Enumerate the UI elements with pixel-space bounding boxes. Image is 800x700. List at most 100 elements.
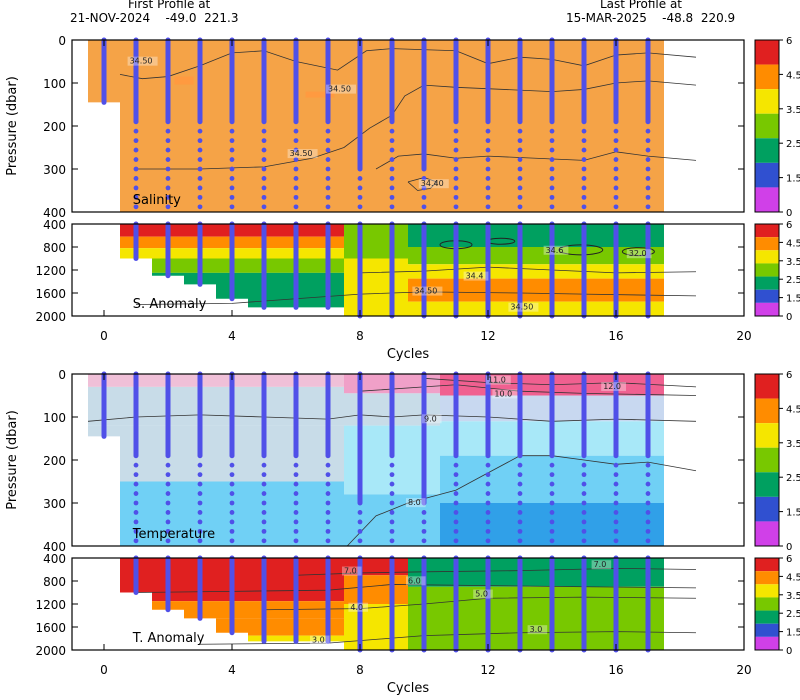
profile-dot — [325, 185, 331, 191]
x-tick-label: 20 — [736, 663, 751, 677]
profile-dot — [389, 510, 395, 515]
profile-dot — [261, 128, 267, 134]
profile-dot — [293, 157, 299, 162]
profile-dot — [581, 481, 587, 487]
contour-label: 11.0 — [488, 376, 506, 385]
profile-dot — [325, 462, 331, 468]
first-profile-info: 21-NOV-2024 -49.0 221.3 — [70, 11, 239, 25]
profile-dot — [133, 176, 139, 181]
colorbar-label: 4.5 — [786, 404, 800, 415]
panel-label: Temperature — [132, 527, 215, 542]
profile-dot — [613, 538, 619, 544]
contour-label-bg — [601, 382, 626, 392]
profile-dot — [229, 462, 235, 468]
profile-dot — [261, 147, 267, 153]
colorbar-label: 1.5 — [786, 508, 800, 519]
profile-dot — [389, 176, 395, 181]
colorbar-label: 3.5 — [786, 257, 800, 268]
profile-dot — [197, 538, 203, 544]
profile-dot — [325, 147, 331, 153]
colorbar — [754, 39, 783, 213]
profile-dot — [229, 185, 235, 191]
profile-dot — [325, 472, 331, 478]
y-tick-label: 300 — [43, 497, 66, 511]
contour-label: 10.0 — [494, 389, 512, 398]
contour-label: 8.0 — [408, 498, 421, 507]
profile-dot — [517, 204, 523, 210]
profile-dot — [389, 500, 395, 506]
profile-dot — [293, 472, 299, 478]
profile-dot — [293, 491, 299, 496]
profile-dot — [613, 157, 619, 162]
profile-dot — [261, 510, 267, 515]
profile-dot — [645, 194, 651, 200]
profile-dot — [165, 194, 171, 200]
profile-dot — [389, 472, 395, 478]
profile-dot — [549, 481, 555, 487]
profile-dot — [613, 519, 619, 525]
profile-dot — [165, 128, 171, 134]
profile-dot — [645, 500, 651, 506]
colorbar-label: 0 — [786, 208, 792, 219]
profile-dot — [325, 538, 331, 544]
profile-dot — [613, 481, 619, 487]
profile-dot — [325, 510, 331, 515]
temperature-contour — [87, 414, 697, 422]
profile-markers — [133, 221, 651, 319]
profile-dot — [549, 462, 555, 468]
profile-dot — [133, 481, 139, 487]
x-tick-label: 16 — [608, 663, 623, 677]
profile-dot — [165, 538, 171, 544]
x-tick-label: 0 — [100, 663, 108, 677]
profile-dot — [613, 138, 619, 144]
profile-dot — [389, 185, 395, 191]
profile-dot — [581, 519, 587, 525]
profile-dot — [261, 138, 267, 144]
profile-dot — [581, 194, 587, 200]
t-anomaly-contour — [199, 631, 697, 645]
y-tick-label: 1600 — [35, 287, 66, 301]
x-tick-label: 12 — [480, 663, 495, 677]
profile-dot — [453, 128, 459, 134]
y-tick-label: 300 — [43, 163, 66, 177]
profile-dot — [517, 194, 523, 200]
contour-label: 34.50 — [328, 85, 351, 94]
profile-dot — [485, 462, 491, 468]
colorbar-swatch — [755, 584, 779, 598]
colorbar-label: 3.5 — [786, 105, 800, 116]
profile-dot — [421, 185, 427, 191]
profile-dot — [453, 500, 459, 506]
profile-dot — [293, 510, 299, 515]
profile-dot — [325, 491, 331, 496]
profile-dot — [517, 176, 523, 181]
colorbar-swatch — [755, 447, 779, 473]
profile-dot — [485, 166, 491, 172]
profile-dot — [421, 528, 427, 534]
contour-label-bg — [310, 635, 330, 645]
profile-dot — [613, 472, 619, 478]
x-tick-label: 0 — [100, 329, 108, 343]
profile-dot — [229, 138, 235, 144]
profile-dot — [389, 166, 395, 172]
profile-dot — [581, 491, 587, 496]
profile-dot — [261, 176, 267, 181]
profile-dot — [453, 166, 459, 172]
profile-dot — [229, 519, 235, 525]
profile-dot — [421, 510, 427, 515]
profile-dot — [133, 500, 139, 506]
profile-dot — [165, 500, 171, 506]
y-tick-label: 0 — [58, 34, 66, 48]
contour-label: 34.50 — [510, 303, 533, 312]
colorbar-swatch — [755, 250, 779, 264]
profile-dot — [517, 128, 523, 134]
colorbar-frame — [754, 223, 780, 317]
colorbar-label: 3.5 — [786, 591, 800, 602]
profile-dot — [549, 519, 555, 525]
contour-label-bg — [326, 84, 356, 94]
profile-dot — [517, 538, 523, 544]
profile-dot — [293, 194, 299, 200]
profile-dot — [165, 176, 171, 181]
profile-dot — [357, 519, 363, 525]
profile-dot — [389, 491, 395, 496]
contour-label-bg — [508, 302, 539, 312]
